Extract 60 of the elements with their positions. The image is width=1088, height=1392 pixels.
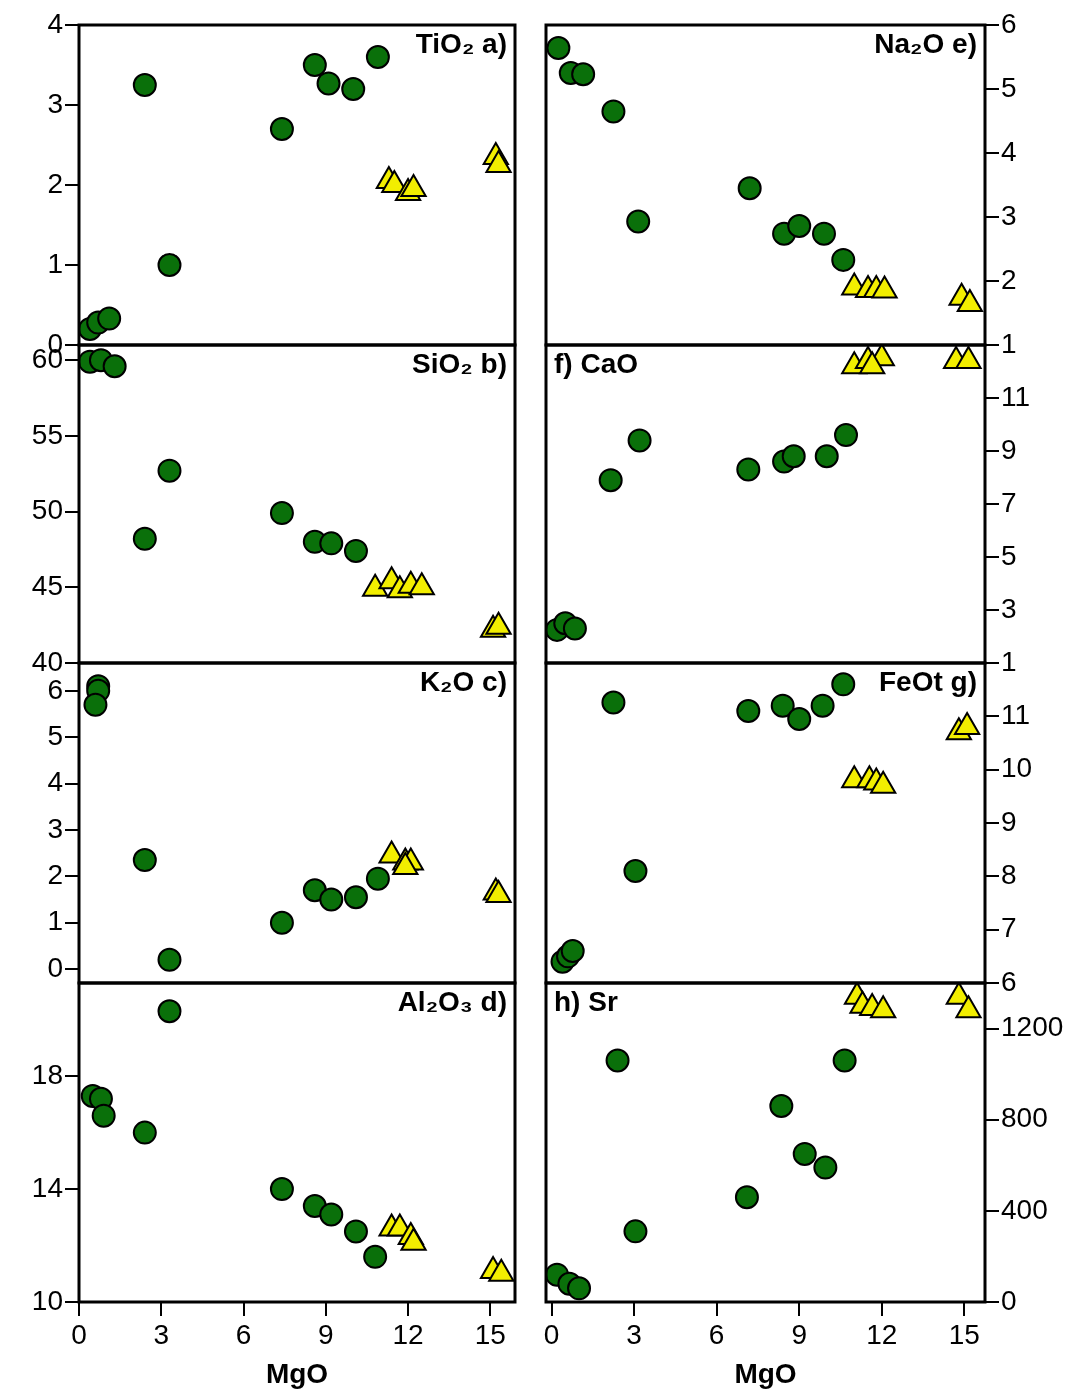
y-tick-label: 0 bbox=[1001, 1284, 1017, 1316]
y-tick-label: 7 bbox=[1001, 912, 1017, 944]
y-tick-label: 55 bbox=[31, 418, 63, 450]
y-tick-label: 10 bbox=[1001, 752, 1033, 784]
y-tick-label: 9 bbox=[1001, 805, 1017, 837]
y-tick-label: 0 bbox=[47, 951, 63, 983]
x-axis-title: MgO bbox=[734, 1357, 797, 1389]
x-tick-label: 9 bbox=[318, 1318, 334, 1350]
y-tick-label: 3 bbox=[1001, 199, 1017, 231]
y-tick-label: 5 bbox=[47, 719, 63, 751]
x-axis-title: MgO bbox=[265, 1357, 329, 1389]
y-tick-label: 11 bbox=[1001, 380, 1031, 412]
y-tick-label: 5 bbox=[1001, 539, 1017, 571]
y-tick-label: 14 bbox=[31, 1171, 63, 1203]
x-tick-label: 3 bbox=[153, 1318, 170, 1350]
x-tick-label: 9 bbox=[791, 1318, 808, 1350]
y-tick-label: 9 bbox=[1001, 433, 1017, 465]
chart-title: f) CaO bbox=[554, 347, 638, 379]
x-tick-label: 0 bbox=[71, 1318, 87, 1350]
chart-title: TiO₂ a) bbox=[415, 27, 507, 59]
chart-title: K₂O c) bbox=[419, 665, 507, 697]
y-tick-label: 5 bbox=[1001, 71, 1017, 103]
y-tick-label: 18 bbox=[31, 1058, 63, 1090]
chart-title: FeOt g) bbox=[879, 665, 977, 697]
y-tick-label: 3 bbox=[47, 812, 63, 844]
chart-title: h) Sr bbox=[554, 985, 618, 1017]
y-tick-label: 4 bbox=[47, 766, 63, 798]
x-tick-label: 0 bbox=[543, 1318, 560, 1350]
y-tick-label: 50 bbox=[31, 494, 63, 526]
y-tick-label: 1 bbox=[47, 247, 63, 279]
y-tick-label: 1 bbox=[1001, 645, 1017, 677]
x-tick-label: 12 bbox=[392, 1318, 424, 1350]
y-tick-label: 10 bbox=[31, 1284, 63, 1316]
y-tick-label: 4 bbox=[47, 7, 63, 39]
x-tick-label: 6 bbox=[235, 1318, 252, 1350]
y-tick-label: 4 bbox=[1001, 135, 1017, 167]
y-tick-label: 7 bbox=[1001, 486, 1017, 518]
chart-title: Al₂O₃ d) bbox=[397, 985, 507, 1017]
y-tick-label: 6 bbox=[1001, 965, 1017, 997]
y-tick-label: 3 bbox=[1001, 592, 1017, 624]
chart-title: SiO₂ b) bbox=[412, 347, 507, 379]
x-tick-label: 3 bbox=[626, 1318, 642, 1350]
y-tick-label: 11 bbox=[1001, 699, 1031, 731]
y-tick-label: 2 bbox=[47, 859, 63, 891]
y-tick-label: 1 bbox=[47, 905, 63, 937]
x-tick-label: 15 bbox=[474, 1318, 506, 1350]
y-tick-label: 2 bbox=[47, 167, 63, 199]
x-tick-label: 15 bbox=[948, 1318, 980, 1350]
y-tick-label: 8 bbox=[1001, 859, 1017, 891]
y-tick-label: 1200 bbox=[1001, 1011, 1064, 1043]
y-tick-label: 45 bbox=[31, 570, 63, 601]
chart-title: Na₂O e) bbox=[874, 27, 977, 59]
y-tick-label: 800 bbox=[1001, 1102, 1048, 1134]
y-tick-label: 6 bbox=[1001, 7, 1017, 39]
y-tick-label: 1 bbox=[1001, 327, 1017, 359]
y-tick-label: 3 bbox=[47, 87, 63, 119]
y-tick-label: 400 bbox=[1001, 1193, 1048, 1225]
x-tick-label: 6 bbox=[708, 1318, 725, 1350]
y-tick-label: 2 bbox=[1001, 263, 1017, 295]
x-tick-label: 12 bbox=[866, 1318, 898, 1350]
